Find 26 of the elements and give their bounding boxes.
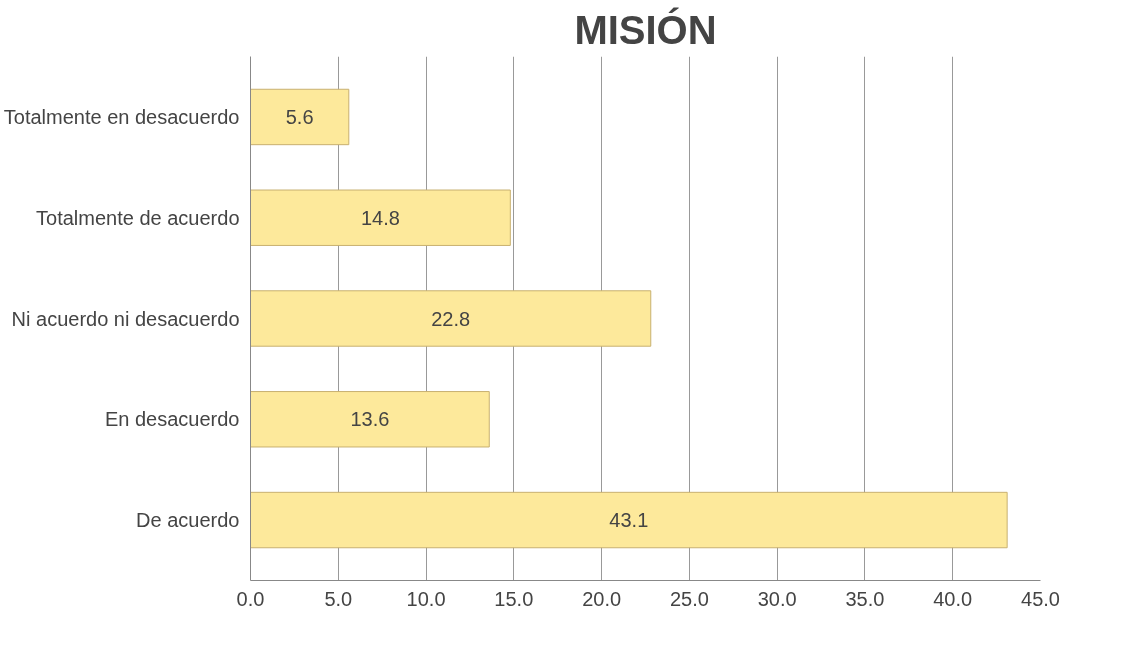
y-tick-label: En desacuerdo — [104, 408, 240, 431]
bar — [250, 88, 350, 146]
bar — [250, 290, 652, 347]
x-tick-label: 15.0 — [494, 587, 534, 610]
x-tick-label: 35.0 — [845, 587, 885, 610]
x-tick-label: 30.0 — [757, 587, 797, 610]
x-tick-label: 10.0 — [406, 587, 446, 610]
bar — [250, 391, 490, 448]
data-label: 14.8 — [360, 206, 400, 229]
bar — [250, 189, 511, 246]
bar — [250, 491, 1008, 549]
data-label: 13.6 — [350, 408, 390, 431]
x-tick-label: 25.0 — [669, 587, 709, 610]
data-label: 43.1 — [609, 509, 649, 532]
data-label: 5.6 — [285, 105, 314, 128]
chart-title: MISIÓN — [574, 6, 717, 52]
y-tick-label: Ni acuerdo ni desacuerdo — [11, 307, 240, 330]
x-tick-label: 45.0 — [1021, 587, 1060, 610]
data-label: 22.8 — [431, 307, 471, 330]
x-tick-label: 40.0 — [933, 587, 973, 610]
y-tick-label: Totalmente de acuerdo — [36, 206, 240, 229]
y-tick-label: Totalmente en desacuerdo — [3, 105, 240, 128]
x-tick-label: 5.0 — [324, 587, 353, 610]
y-tick-label: De acuerdo — [136, 509, 240, 532]
x-tick-label: 20.0 — [582, 587, 622, 610]
x-tick-label: 0.0 — [236, 587, 265, 610]
